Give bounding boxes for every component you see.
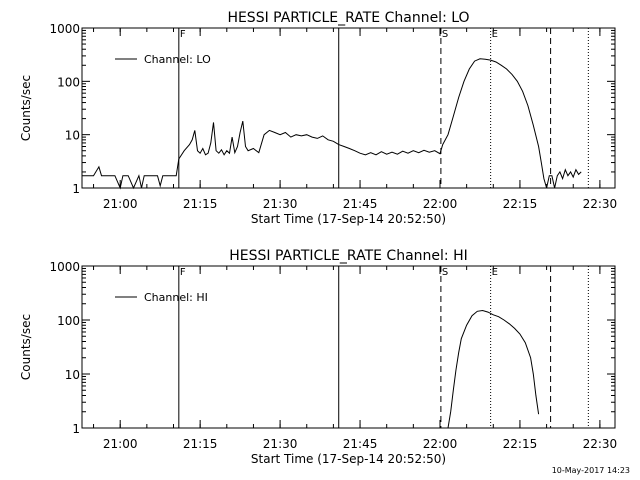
lo-channel-panel: HESSI PARTICLE_RATE Channel: LO 1 10 100 100…	[19, 10, 617, 226]
y-tick-label: 1	[72, 422, 80, 436]
x-tick-label: 22:30	[583, 197, 618, 211]
x-tick-label: 22:15	[503, 437, 538, 451]
time-marker-label: E	[492, 267, 498, 278]
x-axis-label: Start Time (17-Sep-14 20:52:50)	[251, 212, 446, 226]
time-marker-label: E	[492, 29, 498, 40]
plot-frame	[81, 265, 616, 429]
x-tick-label: 21:45	[343, 437, 378, 451]
y-tick-label: 100	[57, 75, 80, 89]
time-marker-label: S	[442, 29, 448, 40]
y-tick-label: 1000	[49, 260, 80, 274]
x-tick-label: 21:30	[263, 197, 298, 211]
chart-title: HESSI PARTICLE_RATE Channel: LO	[227, 10, 469, 26]
plot-frame	[81, 27, 616, 189]
x-tick-label: 21:15	[183, 197, 218, 211]
y-tick-label: 10	[65, 129, 80, 143]
y-tick-label: 1000	[49, 22, 80, 36]
series-line	[82, 58, 582, 190]
y-tick-label: 100	[57, 314, 80, 328]
x-tick-label: 21:45	[343, 197, 378, 211]
x-tick-label: 21:00	[103, 437, 138, 451]
generation-timestamp: 10-May-2017 14:23	[551, 466, 630, 475]
y-axis-label: Counts/sec	[19, 75, 33, 141]
x-axis-label: Start Time (17-Sep-14 20:52:50)	[251, 452, 446, 466]
x-tick-label: 21:30	[263, 437, 298, 451]
time-marker-label: F	[180, 267, 186, 278]
x-tick-label: 22:00	[423, 197, 458, 211]
x-tick-label: 22:30	[583, 437, 618, 451]
legend-label: Channel: LO	[144, 53, 211, 66]
hi-channel-panel: HESSI PARTICLE_RATE Channel: HI 1 10 100 100…	[19, 248, 617, 466]
time-marker-label: S	[442, 267, 448, 278]
series-line	[447, 309, 540, 429]
y-axis-label: Counts/sec	[19, 314, 33, 380]
y-tick-label: 10	[65, 368, 80, 382]
x-tick-label: 22:00	[423, 437, 458, 451]
chart-title: HESSI PARTICLE_RATE Channel: HI	[229, 248, 467, 264]
legend-label: Channel: HI	[144, 291, 208, 304]
x-tick-label: 21:00	[103, 197, 138, 211]
x-tick-label: 21:15	[183, 437, 218, 451]
time-marker-label: F	[180, 29, 186, 40]
y-tick-label: 1	[72, 182, 80, 196]
x-tick-label: 22:15	[503, 197, 538, 211]
